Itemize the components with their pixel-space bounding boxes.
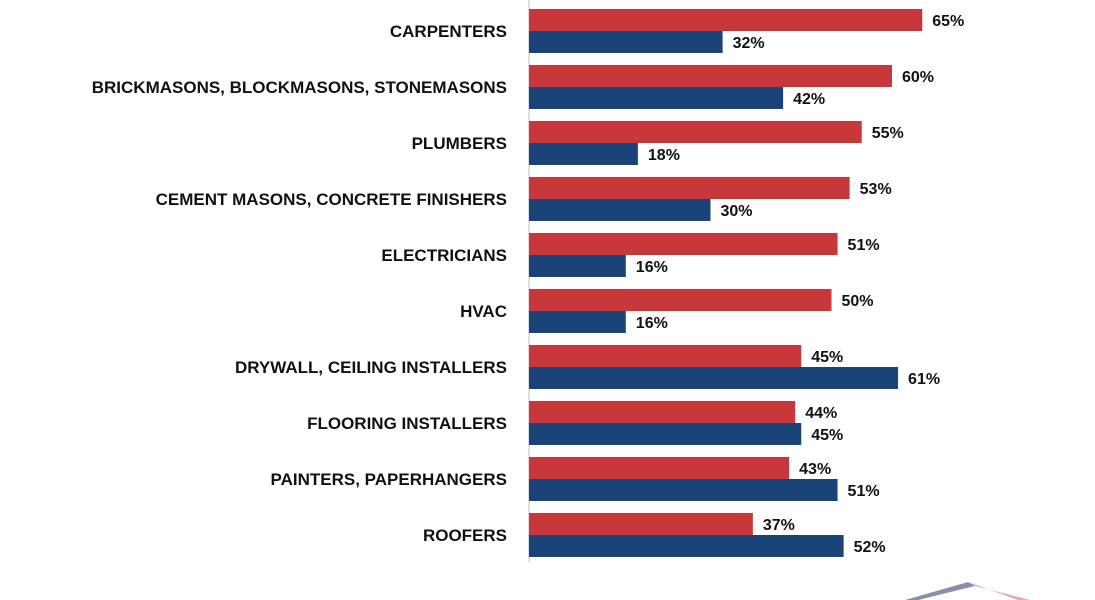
logo-stripe-red [968, 582, 1030, 600]
bar-series-2 [529, 31, 723, 53]
value-label-series-2: 52% [854, 539, 886, 556]
bar-series-2 [529, 87, 784, 109]
bar-series-2 [529, 535, 844, 557]
bar-series-1 [529, 513, 753, 535]
bar-series-1 [529, 345, 802, 367]
value-label-series-1: 50% [842, 293, 874, 310]
value-label-series-1: 51% [848, 237, 880, 254]
value-label-series-2: 51% [848, 483, 880, 500]
category-label: PLUMBERS [412, 134, 507, 153]
value-label-series-1: 45% [811, 349, 843, 366]
value-label-series-1: 55% [872, 125, 904, 142]
category-label: FLOORING INSTALLERS [307, 414, 507, 433]
value-label-series-2: 30% [721, 203, 753, 220]
value-label-series-2: 18% [648, 147, 680, 164]
value-label-series-1: 60% [902, 69, 934, 86]
value-label-series-1: 43% [799, 461, 831, 478]
value-label-series-2: 61% [908, 371, 940, 388]
value-label-series-1: 65% [932, 13, 964, 30]
value-label-series-1: 44% [805, 405, 837, 422]
bar-series-2 [529, 479, 838, 501]
value-label-series-1: 37% [763, 517, 795, 534]
value-label-series-1: 53% [860, 181, 892, 198]
bar-series-1 [529, 177, 850, 199]
value-label-series-2: 32% [733, 35, 765, 52]
bar-series-1 [529, 457, 790, 479]
bar-series-2 [529, 199, 711, 221]
bar-series-2 [529, 423, 802, 445]
value-label-series-2: 45% [811, 427, 843, 444]
bar-series-2 [529, 367, 899, 389]
bar-series-1 [529, 401, 796, 423]
logo-stripe-blue [905, 582, 975, 600]
bar-series-2 [529, 143, 638, 165]
bar-series-1 [529, 121, 862, 143]
bar-series-1 [529, 289, 832, 311]
bars-group [529, 9, 923, 557]
category-label: ROOFERS [423, 526, 507, 545]
logo-mark [905, 582, 1030, 600]
value-label-series-2: 16% [636, 259, 668, 276]
value-label-series-2: 16% [636, 315, 668, 332]
bar-series-1 [529, 65, 892, 87]
value-labels: 65% 32% 60% 42% 55% 18% 53% 30% 51% 16% 50% 16% 45% 6… [636, 13, 964, 556]
category-label: PAINTERS, PAPERHANGERS [271, 470, 507, 489]
bar-series-2 [529, 255, 626, 277]
category-labels: CARPENTERS BRICKMASONS, BLOCKMASONS, STON… [92, 22, 507, 545]
category-label: DRYWALL, CEILING INSTALLERS [235, 358, 507, 377]
category-label: CARPENTERS [390, 22, 507, 41]
category-label: HVAC [460, 302, 507, 321]
value-label-series-2: 42% [793, 91, 825, 108]
bar-series-1 [529, 9, 923, 31]
category-label: BRICKMASONS, BLOCKMASONS, STONEMASONS [92, 78, 507, 97]
category-label: CEMENT MASONS, CONCRETE FINISHERS [156, 190, 507, 209]
bar-series-2 [529, 311, 626, 333]
bar-series-1 [529, 233, 838, 255]
category-label: ELECTRICIANS [381, 246, 507, 265]
